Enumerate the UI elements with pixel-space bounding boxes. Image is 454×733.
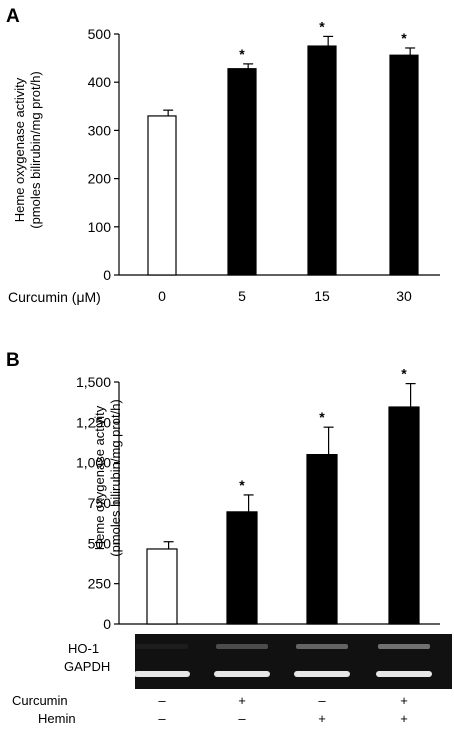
panel-a-x-tick-label: 30	[396, 288, 412, 304]
panel-b-y-tick-label: 0	[103, 616, 111, 632]
panel-b-ylabel-line1: Heme oxygenase activity	[92, 405, 107, 550]
western-blot-image	[135, 634, 452, 689]
panel-a-y-tick-label: 400	[88, 74, 112, 90]
condition-marker: –	[238, 711, 246, 726]
panel-a-label: A	[6, 6, 20, 27]
condition-marker: –	[158, 711, 166, 726]
panel-a-ylabel-line2: (pmoles bilirubin/mg prot/h)	[28, 71, 43, 229]
panel-a-significance-marker: *	[401, 30, 407, 46]
panel-a-x-tick-label: 15	[314, 288, 330, 304]
condition-markers: – + – + – – + +	[158, 693, 407, 726]
condition-marker: +	[318, 711, 326, 726]
blot-band-gapdh	[134, 671, 190, 677]
blot-band-gapdh	[214, 671, 270, 677]
panel-a-ylabel-line1: Heme oxygenase activity	[12, 77, 27, 222]
panel-a-xlabel: Curcumin (μM)	[8, 289, 101, 305]
panel-a-y-tick-label: 500	[88, 26, 112, 42]
blot-band-ho1	[378, 644, 430, 649]
panel-a-bar	[147, 115, 177, 276]
panel-a-significance-marker: *	[239, 46, 245, 62]
panel-b-label: B	[6, 350, 20, 371]
blot-band-gapdh	[376, 671, 432, 677]
panel-a-bar	[389, 54, 419, 276]
blot-band-gapdh	[294, 671, 350, 677]
blot-label-gapdh: GAPDH	[64, 659, 110, 674]
blot-band-ho1	[296, 644, 348, 649]
panel-a-y-tick-label: 200	[88, 171, 112, 187]
panel-a-significance-marker: *	[319, 18, 325, 34]
blot-bands	[134, 644, 432, 677]
condition-marker: –	[158, 693, 166, 708]
panel-b-y-tick-label: 500	[88, 535, 112, 551]
panel-b-y-tick-label: 750	[88, 495, 112, 511]
blot-label-ho1: HO-1	[68, 641, 99, 656]
panel-b-significance-marker: *	[401, 366, 407, 382]
panel-b-plot: 0 250 500 750 1,000 1,250 1,500 * * *	[76, 366, 440, 632]
panel-a: A Heme oxygenase activity (pmoles biliru…	[6, 6, 440, 305]
panel-b-bar	[388, 406, 420, 625]
blot-band-ho1	[136, 644, 188, 649]
panel-b-y-tick-label: 250	[88, 576, 112, 592]
condition-marker: +	[238, 693, 246, 708]
panel-b-y-tick-label: 1,500	[76, 374, 111, 390]
panel-b-bar	[306, 454, 338, 625]
panel-a-y-tick-label: 0	[103, 267, 111, 283]
panel-b-significance-marker: *	[319, 409, 325, 425]
panel-a-bar	[307, 45, 337, 276]
panel-a-x-tick-label: 0	[158, 288, 166, 304]
panel-a-plot: 0 100 200 300 400 500 0 * 5 * 15 * 30	[88, 18, 440, 304]
panel-a-y-tick-label: 100	[88, 219, 112, 235]
panel-a-bar	[227, 68, 257, 276]
panel-b-significance-marker: *	[239, 477, 245, 493]
panel-a-y-tick-label: 300	[88, 122, 112, 138]
condition-marker: +	[400, 693, 408, 708]
panel-a-x-tick-label: 5	[238, 288, 246, 304]
condition-marker: –	[318, 693, 326, 708]
panel-b-y-tick-label: 1,000	[76, 455, 111, 471]
condition-label-hemin: Hemin	[38, 711, 76, 726]
panel-b-y-tick-label: 1,250	[76, 414, 111, 430]
panel-b-bar	[226, 511, 258, 625]
condition-marker: +	[400, 711, 408, 726]
blot-band-ho1	[216, 644, 268, 649]
condition-label-curcumin: Curcumin	[12, 693, 68, 708]
panel-b-bar	[146, 548, 178, 625]
panel-b: B Heme oxygenase activity (pmoles biliru…	[6, 350, 452, 726]
